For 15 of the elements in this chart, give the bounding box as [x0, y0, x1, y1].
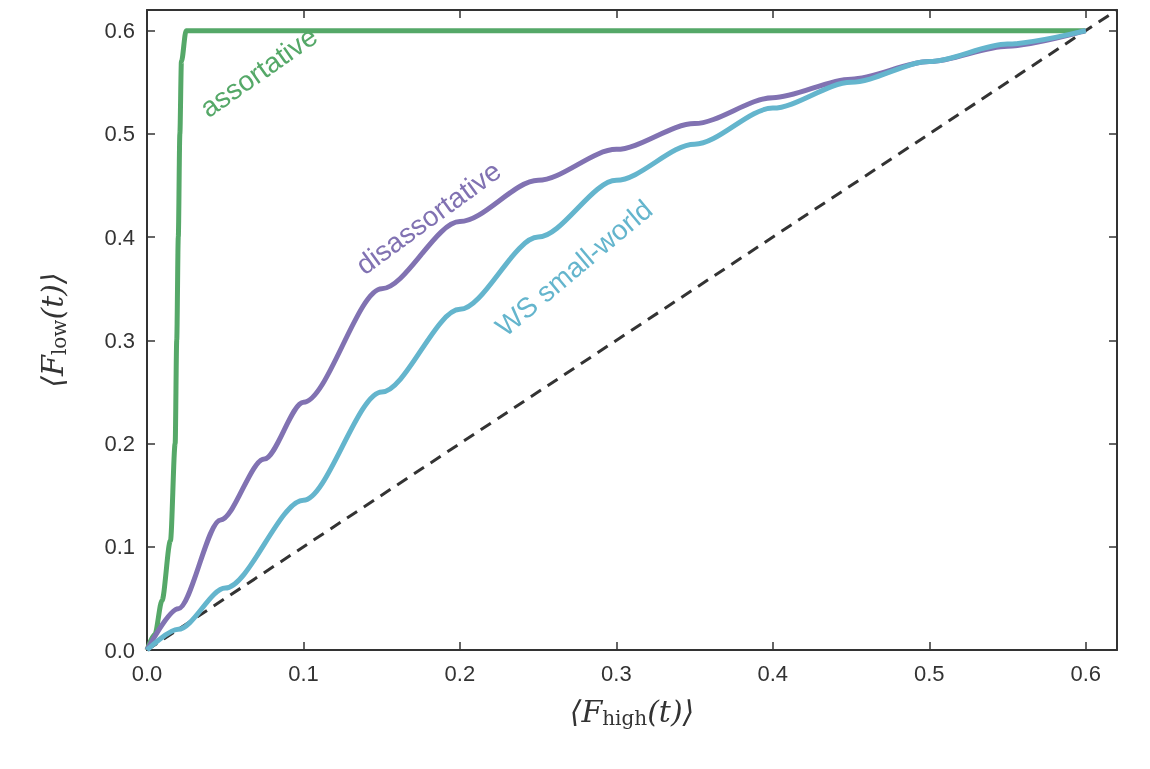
y-tick-label: 0.5	[104, 121, 135, 147]
y-tick-label: 0.4	[104, 224, 135, 250]
y-tick-label: 0.2	[104, 431, 135, 457]
x-tick-label: 0.5	[913, 660, 945, 686]
x-tick-label: 0.3	[601, 660, 632, 686]
x-tick-label: 0.4	[757, 660, 789, 686]
x-tick-label: 0.2	[444, 660, 476, 686]
x-tick-label: 0.1	[288, 660, 319, 686]
y-tick-label: 0.6	[104, 18, 135, 44]
y-tick-label: 0.1	[104, 534, 135, 560]
y-tick-label: 0.0	[104, 637, 135, 663]
x-tick-label: 0.0	[131, 660, 163, 686]
x-tick-label: 0.6	[1070, 660, 1102, 686]
y-axis-title: ⟨Flow(t)⟩	[34, 272, 71, 388]
y-tick-label: 0.3	[104, 327, 135, 353]
